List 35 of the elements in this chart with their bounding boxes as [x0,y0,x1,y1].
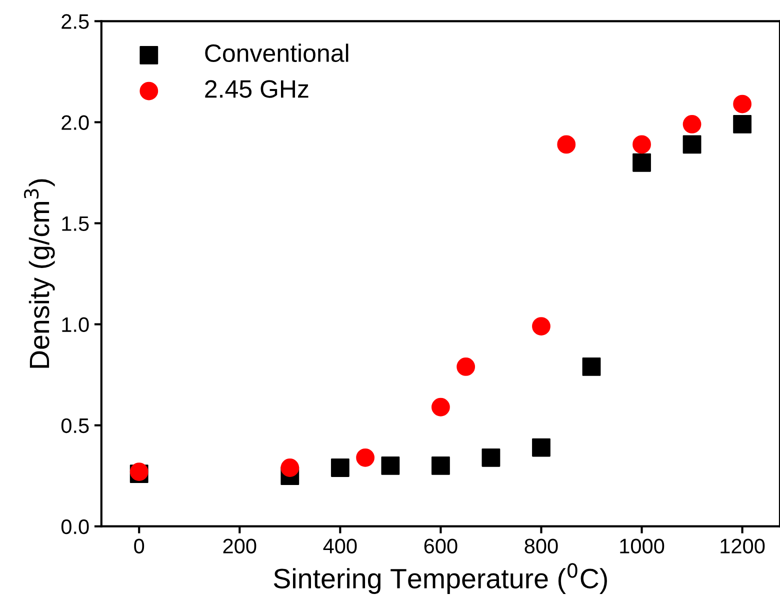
x-axis-title: Sintering Temperature ($^{0}$C) [274,563,607,594]
x-tick-label: 800 [524,538,558,554]
point [532,438,550,457]
legend-label: Conventional [205,44,348,62]
point [381,456,400,475]
point [682,115,702,134]
point [682,135,702,154]
y-axis-title: Density (g/cm$^{3}$) [24,179,55,368]
x-tick-label: 1000 [620,538,664,554]
x-tick-label: 1200 [720,538,765,554]
point [733,115,752,134]
point [632,135,651,154]
point [356,448,374,467]
legend-label: 2.45 GHz [205,80,308,98]
point [733,94,752,114]
y-tick-label: 0.5 [61,418,89,434]
point [432,398,450,416]
y-tick-label: 2.0 [62,115,89,130]
x-tick-label: 400 [323,538,357,554]
point [532,317,550,336]
point [632,153,651,172]
point [482,448,500,467]
point [280,458,300,477]
point [557,135,576,154]
y-tick-label: 1.0 [62,317,89,332]
y-tick-label: 2.5 [62,14,89,29]
point [456,358,476,376]
x-tick-label: 200 [223,538,256,554]
y-tick-label: 1.5 [62,216,89,231]
point [330,458,350,477]
point [582,358,601,376]
y-tick-label: 0.0 [61,519,89,534]
point [432,456,450,475]
x-tick-label: 0 [134,538,144,554]
x-tick-label: 600 [424,538,458,554]
